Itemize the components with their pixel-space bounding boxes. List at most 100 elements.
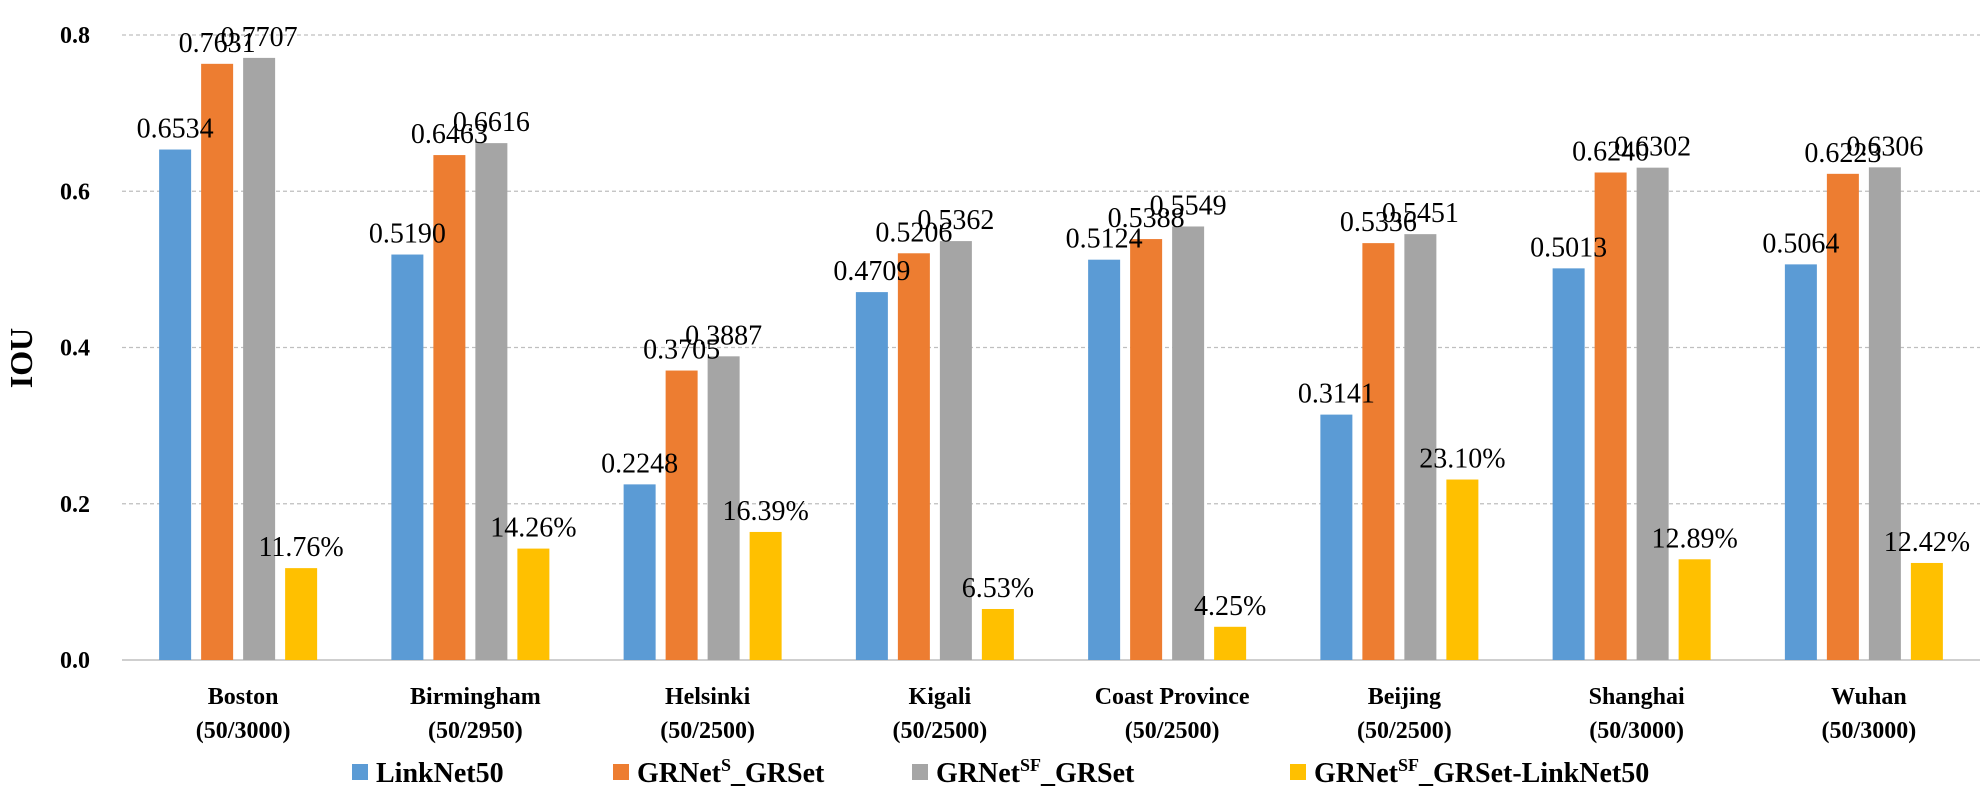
data-label: 0.3705 (643, 335, 720, 366)
data-label: 0.6302 (1614, 132, 1691, 163)
bar (391, 254, 424, 660)
data-label: 0.5549 (1150, 190, 1227, 221)
data-label: 0.5190 (369, 219, 446, 250)
data-label: 0.5362 (917, 205, 994, 236)
data-label: 12.42% (1884, 527, 1970, 558)
data-label: 0.5013 (1530, 232, 1607, 263)
bar (1636, 167, 1669, 660)
legend-swatch (352, 764, 368, 780)
bar (159, 149, 192, 660)
data-label: 0.5064 (1762, 228, 1839, 259)
y-tick-label: 0.2 (60, 492, 90, 518)
category-label: Kigali (909, 684, 972, 710)
bar (665, 370, 698, 660)
legend: LinkNet50 GRNetS_GRSet GRNetSF_GRSet GRNetS… (352, 755, 1649, 789)
data-label: 0.7707 (221, 22, 298, 53)
bar (897, 253, 930, 660)
bar (1910, 562, 1943, 660)
y-axis-title: IOU (3, 328, 39, 388)
bar (1446, 479, 1479, 660)
bar (517, 548, 550, 660)
data-label: 0.6240 (1572, 137, 1649, 168)
bar (285, 568, 318, 660)
data-label: 0.5336 (1340, 207, 1417, 238)
y-tick-label: 0.8 (60, 23, 90, 49)
legend-label: GRNetSF_GRSet-LinkNet50 (1314, 755, 1649, 789)
category-sublabel: (50/2500) (660, 718, 755, 744)
data-label: 0.6534 (137, 114, 214, 145)
y-tick-label: 0.6 (60, 179, 90, 205)
legend-swatch (912, 764, 928, 780)
data-label: 0.2248 (601, 448, 678, 479)
bar (1678, 559, 1711, 660)
category-label: Wuhan (1831, 684, 1907, 710)
bar (475, 143, 508, 660)
category-sublabel: (50/2500) (893, 718, 988, 744)
data-label: 23.10% (1419, 444, 1505, 475)
data-label: 16.39% (722, 496, 808, 527)
data-label: 6.53% (962, 573, 1034, 604)
bar (1172, 226, 1205, 660)
grid-lines (122, 34, 1980, 661)
bar (1826, 173, 1859, 660)
bar (243, 57, 276, 660)
legend-label: GRNetS_GRSet (637, 755, 825, 789)
data-label: 0.6306 (1846, 131, 1923, 162)
category-label: Boston (208, 684, 279, 710)
legend-swatch (613, 764, 629, 780)
data-label: 12.89% (1651, 523, 1737, 554)
bars (159, 57, 1943, 660)
category-label: Beijing (1368, 684, 1441, 710)
data-label: 0.3887 (685, 320, 762, 351)
bar (1594, 172, 1627, 660)
data-label: 0.5206 (875, 217, 952, 248)
data-label: 0.6616 (453, 107, 530, 138)
data-label: 14.26% (490, 513, 576, 544)
data-label: 0.5124 (1066, 224, 1143, 255)
category-label: Birmingham (410, 684, 541, 710)
x-axis-categories: Boston (50/3000) Birmingham (50/2950) Helsin… (196, 684, 1916, 744)
bar (433, 155, 466, 660)
y-tick-label: 0.0 (60, 648, 90, 674)
y-tick-label: 0.4 (60, 336, 90, 362)
category-sublabel: (50/3000) (1589, 718, 1684, 744)
bar (939, 241, 972, 660)
category-label: Helsinki (665, 684, 751, 710)
legend-label: LinkNet50 (376, 758, 504, 789)
data-label: 4.25% (1194, 591, 1266, 622)
bar (201, 63, 234, 660)
bar (707, 356, 740, 660)
data-label: 0.6463 (411, 119, 488, 150)
data-label: 0.3141 (1298, 379, 1375, 410)
y-axis-ticks: 0.0 0.2 0.4 0.6 0.8 (60, 23, 90, 674)
bar (1404, 234, 1437, 660)
legend-swatch (1290, 764, 1306, 780)
category-sublabel: (50/2500) (1125, 718, 1220, 744)
category-sublabel: (50/2950) (428, 718, 523, 744)
bar (1320, 414, 1353, 660)
category-sublabel: (50/3000) (196, 718, 291, 744)
bar (1784, 264, 1817, 660)
bar (855, 292, 888, 660)
data-label: 0.6223 (1804, 138, 1881, 169)
bar (1214, 626, 1247, 660)
legend-label: GRNetSF_GRSet (936, 755, 1135, 789)
category-sublabel: (50/2500) (1357, 718, 1452, 744)
data-label: 0.4709 (833, 256, 910, 287)
bar (1362, 243, 1395, 660)
data-label: 0.7631 (179, 28, 256, 59)
data-label: 11.76% (258, 532, 343, 563)
bar (1868, 167, 1901, 660)
category-label: Shanghai (1589, 684, 1685, 710)
category-sublabel: (50/3000) (1822, 718, 1917, 744)
bar (1552, 268, 1585, 660)
bar (749, 531, 782, 660)
data-label: 0.5451 (1382, 198, 1459, 229)
bar (623, 484, 656, 660)
bar (1088, 259, 1121, 660)
bar (1130, 239, 1163, 660)
bar (981, 608, 1014, 660)
category-label: Coast Province (1095, 684, 1250, 710)
